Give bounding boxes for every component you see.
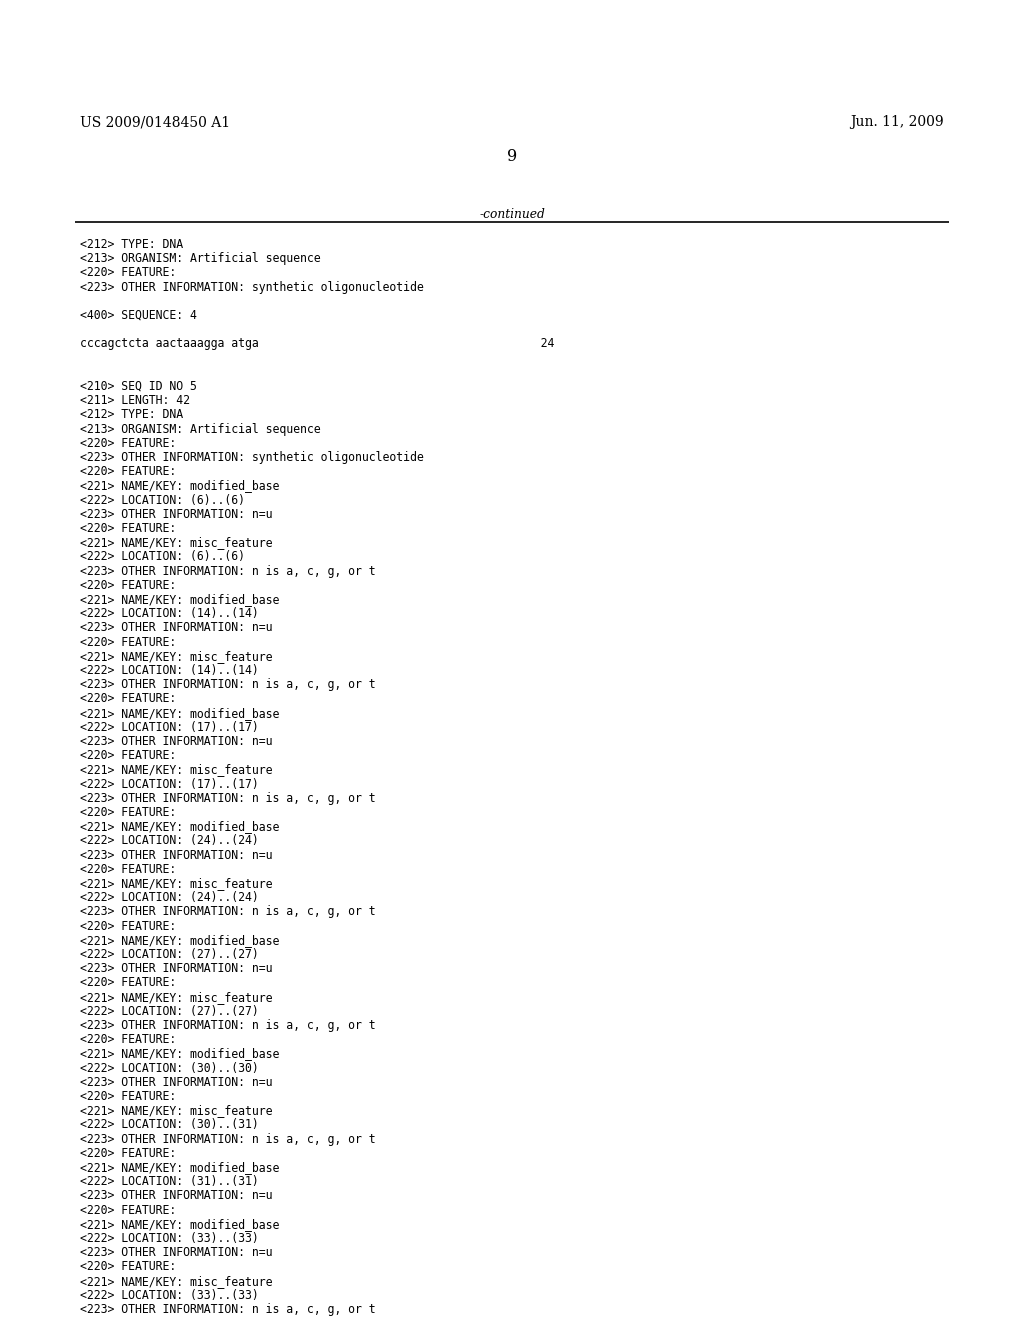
Text: <223> OTHER INFORMATION: n=u: <223> OTHER INFORMATION: n=u xyxy=(80,849,272,862)
Text: <220> FEATURE:: <220> FEATURE: xyxy=(80,750,176,762)
Text: <221> NAME/KEY: misc_feature: <221> NAME/KEY: misc_feature xyxy=(80,990,272,1003)
Text: <223> OTHER INFORMATION: synthetic oligonucleotide: <223> OTHER INFORMATION: synthetic oligo… xyxy=(80,451,424,465)
Text: <220> FEATURE:: <220> FEATURE: xyxy=(80,1034,176,1047)
Text: <222> LOCATION: (6)..(6): <222> LOCATION: (6)..(6) xyxy=(80,550,245,564)
Text: <400> SEQUENCE: 4: <400> SEQUENCE: 4 xyxy=(80,309,197,322)
Text: <220> FEATURE:: <220> FEATURE: xyxy=(80,267,176,280)
Text: <220> FEATURE:: <220> FEATURE: xyxy=(80,465,176,478)
Text: <221> NAME/KEY: misc_feature: <221> NAME/KEY: misc_feature xyxy=(80,1275,272,1287)
Text: <220> FEATURE:: <220> FEATURE: xyxy=(80,1147,176,1160)
Text: <220> FEATURE:: <220> FEATURE: xyxy=(80,863,176,875)
Text: <221> NAME/KEY: modified_base: <221> NAME/KEY: modified_base xyxy=(80,1218,280,1230)
Text: <222> LOCATION: (17)..(17): <222> LOCATION: (17)..(17) xyxy=(80,777,259,791)
Text: <223> OTHER INFORMATION: n is a, c, g, or t: <223> OTHER INFORMATION: n is a, c, g, o… xyxy=(80,678,376,692)
Text: Jun. 11, 2009: Jun. 11, 2009 xyxy=(850,115,944,129)
Text: <221> NAME/KEY: misc_feature: <221> NAME/KEY: misc_feature xyxy=(80,649,272,663)
Text: <210> SEQ ID NO 5: <210> SEQ ID NO 5 xyxy=(80,380,197,393)
Text: <213> ORGANISM: Artificial sequence: <213> ORGANISM: Artificial sequence xyxy=(80,252,321,265)
Text: <220> FEATURE:: <220> FEATURE: xyxy=(80,1204,176,1217)
Text: <221> NAME/KEY: modified_base: <221> NAME/KEY: modified_base xyxy=(80,593,280,606)
Text: <222> LOCATION: (30)..(31): <222> LOCATION: (30)..(31) xyxy=(80,1118,259,1131)
Text: <222> LOCATION: (33)..(33): <222> LOCATION: (33)..(33) xyxy=(80,1232,259,1245)
Text: <223> OTHER INFORMATION: n=u: <223> OTHER INFORMATION: n=u xyxy=(80,508,272,521)
Text: US 2009/0148450 A1: US 2009/0148450 A1 xyxy=(80,115,230,129)
Text: <223> OTHER INFORMATION: n is a, c, g, or t: <223> OTHER INFORMATION: n is a, c, g, o… xyxy=(80,1133,376,1146)
Text: <223> OTHER INFORMATION: synthetic oligonucleotide: <223> OTHER INFORMATION: synthetic oligo… xyxy=(80,281,424,293)
Text: <222> LOCATION: (14)..(14): <222> LOCATION: (14)..(14) xyxy=(80,664,259,677)
Text: <221> NAME/KEY: modified_base: <221> NAME/KEY: modified_base xyxy=(80,933,280,946)
Text: <220> FEATURE:: <220> FEATURE: xyxy=(80,578,176,591)
Text: <222> LOCATION: (27)..(27): <222> LOCATION: (27)..(27) xyxy=(80,1005,259,1018)
Text: <221> NAME/KEY: modified_base: <221> NAME/KEY: modified_base xyxy=(80,479,280,492)
Text: <220> FEATURE:: <220> FEATURE: xyxy=(80,920,176,933)
Text: <221> NAME/KEY: misc_feature: <221> NAME/KEY: misc_feature xyxy=(80,876,272,890)
Text: <223> OTHER INFORMATION: n is a, c, g, or t: <223> OTHER INFORMATION: n is a, c, g, o… xyxy=(80,1019,376,1032)
Text: <220> FEATURE:: <220> FEATURE: xyxy=(80,693,176,705)
Text: <221> NAME/KEY: modified_base: <221> NAME/KEY: modified_base xyxy=(80,1162,280,1173)
Text: <223> OTHER INFORMATION: n is a, c, g, or t: <223> OTHER INFORMATION: n is a, c, g, o… xyxy=(80,792,376,805)
Text: <222> LOCATION: (31)..(31): <222> LOCATION: (31)..(31) xyxy=(80,1175,259,1188)
Text: <223> OTHER INFORMATION: n is a, c, g, or t: <223> OTHER INFORMATION: n is a, c, g, o… xyxy=(80,1303,376,1316)
Text: 9: 9 xyxy=(507,148,517,165)
Text: <220> FEATURE:: <220> FEATURE: xyxy=(80,1261,176,1274)
Text: <222> LOCATION: (30)..(30): <222> LOCATION: (30)..(30) xyxy=(80,1061,259,1074)
Text: <220> FEATURE:: <220> FEATURE: xyxy=(80,437,176,450)
Text: <211> LENGTH: 42: <211> LENGTH: 42 xyxy=(80,395,190,407)
Text: <220> FEATURE:: <220> FEATURE: xyxy=(80,807,176,818)
Text: <223> OTHER INFORMATION: n=u: <223> OTHER INFORMATION: n=u xyxy=(80,1076,272,1089)
Text: <222> LOCATION: (24)..(24): <222> LOCATION: (24)..(24) xyxy=(80,891,259,904)
Text: <221> NAME/KEY: modified_base: <221> NAME/KEY: modified_base xyxy=(80,706,280,719)
Text: <223> OTHER INFORMATION: n is a, c, g, or t: <223> OTHER INFORMATION: n is a, c, g, o… xyxy=(80,565,376,578)
Text: <222> LOCATION: (24)..(24): <222> LOCATION: (24)..(24) xyxy=(80,834,259,847)
Text: <223> OTHER INFORMATION: n=u: <223> OTHER INFORMATION: n=u xyxy=(80,1189,272,1203)
Text: <221> NAME/KEY: modified_base: <221> NAME/KEY: modified_base xyxy=(80,820,280,833)
Text: <221> NAME/KEY: misc_feature: <221> NAME/KEY: misc_feature xyxy=(80,536,272,549)
Text: <223> OTHER INFORMATION: n=u: <223> OTHER INFORMATION: n=u xyxy=(80,735,272,748)
Text: <223> OTHER INFORMATION: n=u: <223> OTHER INFORMATION: n=u xyxy=(80,962,272,975)
Text: -continued: -continued xyxy=(479,209,545,220)
Text: <213> ORGANISM: Artificial sequence: <213> ORGANISM: Artificial sequence xyxy=(80,422,321,436)
Text: <221> NAME/KEY: modified_base: <221> NAME/KEY: modified_base xyxy=(80,1047,280,1060)
Text: <222> LOCATION: (27)..(27): <222> LOCATION: (27)..(27) xyxy=(80,948,259,961)
Text: <222> LOCATION: (33)..(33): <222> LOCATION: (33)..(33) xyxy=(80,1288,259,1302)
Text: <220> FEATURE:: <220> FEATURE: xyxy=(80,1090,176,1104)
Text: <222> LOCATION: (17)..(17): <222> LOCATION: (17)..(17) xyxy=(80,721,259,734)
Text: <221> NAME/KEY: misc_feature: <221> NAME/KEY: misc_feature xyxy=(80,1105,272,1117)
Text: <220> FEATURE:: <220> FEATURE: xyxy=(80,521,176,535)
Text: <221> NAME/KEY: misc_feature: <221> NAME/KEY: misc_feature xyxy=(80,763,272,776)
Text: <220> FEATURE:: <220> FEATURE: xyxy=(80,977,176,990)
Text: <212> TYPE: DNA: <212> TYPE: DNA xyxy=(80,408,183,421)
Text: <223> OTHER INFORMATION: n=u: <223> OTHER INFORMATION: n=u xyxy=(80,1246,272,1259)
Text: <222> LOCATION: (6)..(6): <222> LOCATION: (6)..(6) xyxy=(80,494,245,507)
Text: <223> OTHER INFORMATION: n=u: <223> OTHER INFORMATION: n=u xyxy=(80,622,272,635)
Text: <212> TYPE: DNA: <212> TYPE: DNA xyxy=(80,238,183,251)
Text: <220> FEATURE:: <220> FEATURE: xyxy=(80,636,176,648)
Text: <222> LOCATION: (14)..(14): <222> LOCATION: (14)..(14) xyxy=(80,607,259,620)
Text: <223> OTHER INFORMATION: n is a, c, g, or t: <223> OTHER INFORMATION: n is a, c, g, o… xyxy=(80,906,376,919)
Text: cccagctcta aactaaagga atga                                         24: cccagctcta aactaaagga atga 24 xyxy=(80,338,554,350)
